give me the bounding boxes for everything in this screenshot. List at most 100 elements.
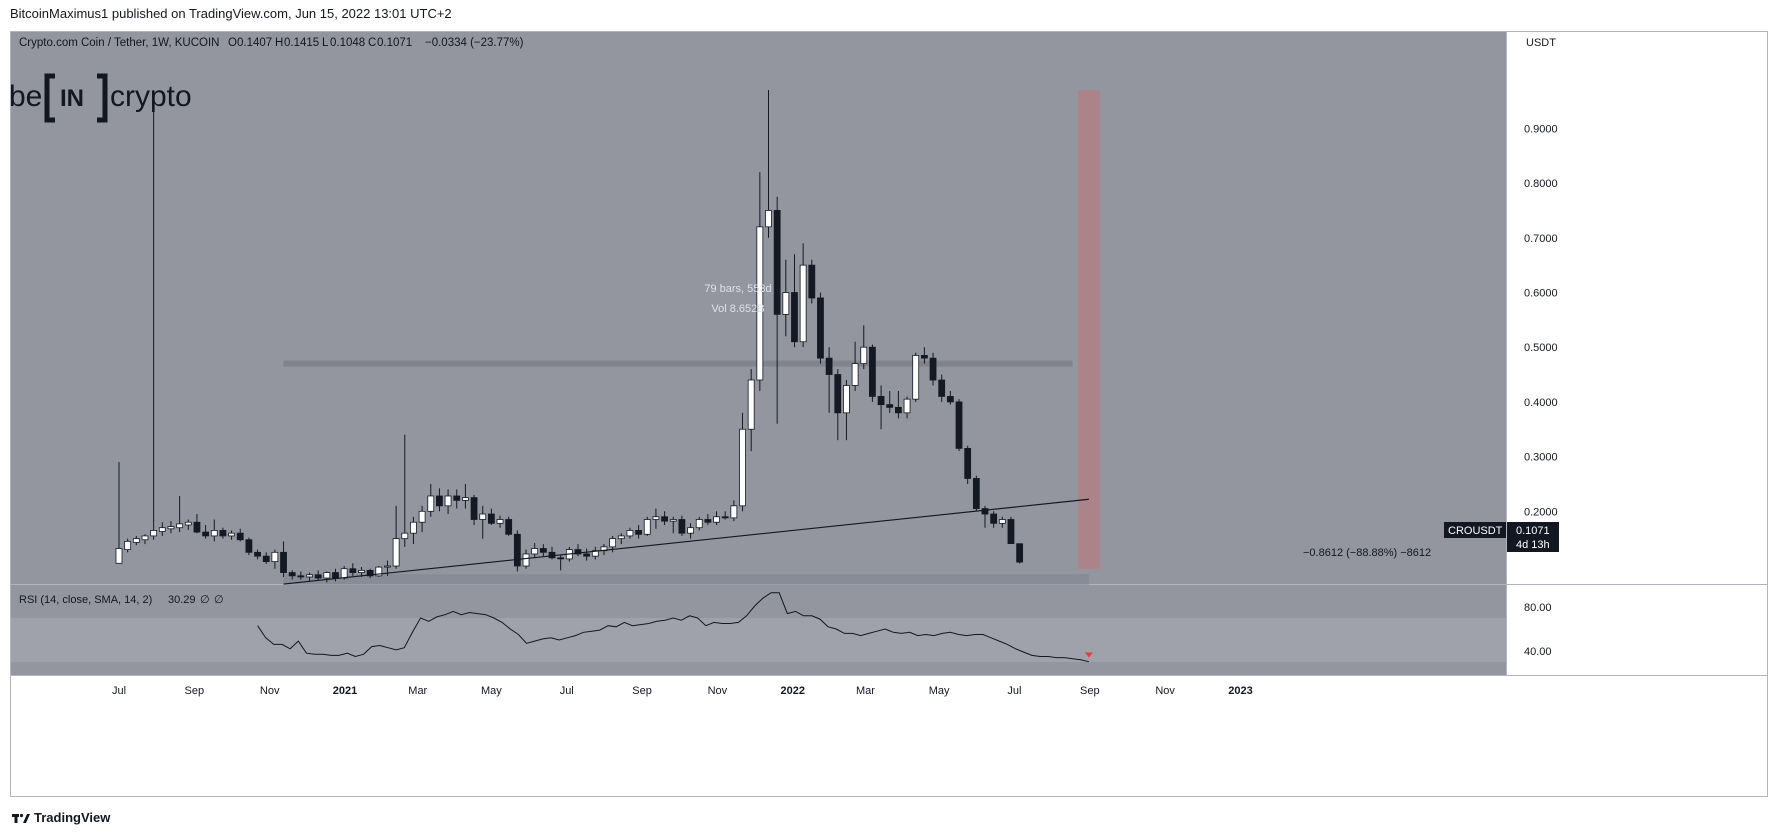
candle-up	[687, 527, 694, 534]
footer-brand: TradingView	[34, 810, 111, 825]
candle-down	[487, 513, 495, 524]
candle-up	[158, 527, 166, 532]
candle-up	[713, 516, 720, 523]
candle-down	[990, 513, 998, 524]
price-tick-label: 0.4000	[1524, 397, 1558, 409]
candle-down	[938, 379, 946, 397]
candle-down	[280, 551, 287, 573]
time-tick-label: Mar	[856, 685, 875, 697]
rsi-signal-arrow	[1084, 652, 1093, 658]
candle-down	[1007, 519, 1015, 544]
time-axis[interactable]: Jul Sep Nov 2021 Mar May Jul Sep Nov 2022 Mar May Ju…	[112, 685, 1253, 697]
candle-down	[453, 495, 461, 501]
candle-up	[782, 292, 790, 315]
candle-down	[219, 530, 227, 537]
candle-down	[262, 555, 270, 563]
candle-down	[539, 548, 547, 553]
candle-up	[739, 428, 746, 507]
candle-down	[929, 357, 937, 381]
legend-c-value: 0.1071	[377, 37, 412, 49]
candle-up	[609, 538, 617, 548]
rsi-tick-label: 80.00	[1524, 602, 1552, 614]
candle-down	[678, 519, 686, 534]
rsi-legend-label: RSI (14, close, SMA, 14, 2)	[19, 594, 152, 606]
candle-up	[643, 519, 651, 535]
rsi-legend-n2: ∅	[214, 594, 224, 606]
candle-down	[972, 478, 980, 509]
candle-up	[358, 569, 365, 573]
legend-c-label: C	[368, 37, 376, 49]
candle-down	[791, 292, 798, 343]
candle-up	[522, 553, 530, 567]
logo-in: IN	[60, 85, 84, 112]
time-tick-label: Jul	[560, 685, 574, 697]
legend-h-label: H	[275, 37, 283, 49]
candle-down	[877, 396, 885, 406]
price-tag-value: 0.1071	[1516, 525, 1550, 537]
candle-down	[704, 519, 712, 523]
candle-down	[574, 549, 582, 555]
time-tick-label: Nov	[260, 685, 280, 697]
candle-up	[141, 535, 149, 541]
candles-layer	[115, 90, 1024, 583]
candle-down	[470, 497, 478, 520]
candle-down	[920, 355, 928, 359]
candle-down	[297, 575, 305, 578]
legend-l-value: 0.1048	[330, 37, 365, 49]
candle-up	[756, 226, 764, 381]
candle-down	[721, 516, 729, 519]
price-tick-label: 0.6000	[1524, 288, 1558, 300]
chart-frame: 0.9000 0.8000 0.7000 0.6000 0.5000 0.4000 0.30…	[9, 31, 1768, 797]
price-tick-label: 0.8000	[1524, 178, 1558, 190]
candle-up	[210, 530, 218, 537]
candle-down	[202, 531, 210, 537]
candle-up	[998, 519, 1006, 524]
candle-up	[860, 346, 868, 365]
candle-down	[513, 533, 521, 567]
candle-down	[193, 521, 201, 533]
candle-up	[652, 516, 660, 520]
candle-down	[773, 210, 781, 315]
price-tick-label: 0.2000	[1524, 506, 1558, 518]
candle-up	[323, 572, 331, 579]
price-axis[interactable]: 0.9000 0.8000 0.7000 0.6000 0.5000 0.4000 0.30…	[1524, 123, 1558, 658]
logo-be: be	[11, 80, 42, 113]
logo-bracket-right	[97, 73, 108, 123]
candle-up	[799, 264, 807, 343]
price-tag-countdown: 4d 13h	[1516, 539, 1550, 551]
candle-up	[444, 495, 452, 507]
candle-down	[825, 357, 833, 375]
candle-up	[340, 568, 348, 579]
candle-down	[946, 396, 954, 403]
candle-down	[964, 447, 972, 479]
footer: TradingView	[12, 810, 110, 825]
candle-up	[479, 513, 487, 520]
price-tick-label: 0.5000	[1524, 342, 1558, 354]
candle-down	[349, 568, 357, 573]
volume-label: Vol 8.652B	[711, 303, 764, 315]
candle-up	[167, 526, 175, 530]
candle-down	[236, 532, 244, 541]
legend-h-value: 0.1415	[284, 37, 319, 49]
candle-up	[851, 363, 859, 386]
legend-o-label: O	[228, 37, 237, 49]
time-tick-label: 2022	[781, 685, 805, 697]
time-tick-label: Jul	[112, 685, 126, 697]
candle-down	[981, 508, 989, 515]
candle-down	[661, 516, 668, 522]
chart-svg[interactable]: 0.9000 0.8000 0.7000 0.6000 0.5000 0.4000 0.30…	[9, 32, 1767, 796]
candle-up	[912, 355, 920, 400]
candle-down	[955, 401, 963, 449]
candle-up	[730, 505, 738, 519]
time-tick-label: May	[929, 685, 950, 697]
candle-up	[271, 551, 279, 563]
candle-up	[617, 535, 625, 540]
candle-down	[557, 557, 565, 560]
rsi-tick-label: 40.00	[1524, 646, 1552, 658]
price-tag-symbol-box	[1444, 522, 1506, 538]
price-tick-label: 0.9000	[1524, 123, 1558, 135]
candle-up	[669, 519, 677, 522]
candle-up	[384, 565, 391, 568]
legend-symbol: Crypto.com Coin / Tether, 1W, KUCOIN	[19, 37, 219, 49]
candle-up	[496, 519, 504, 524]
